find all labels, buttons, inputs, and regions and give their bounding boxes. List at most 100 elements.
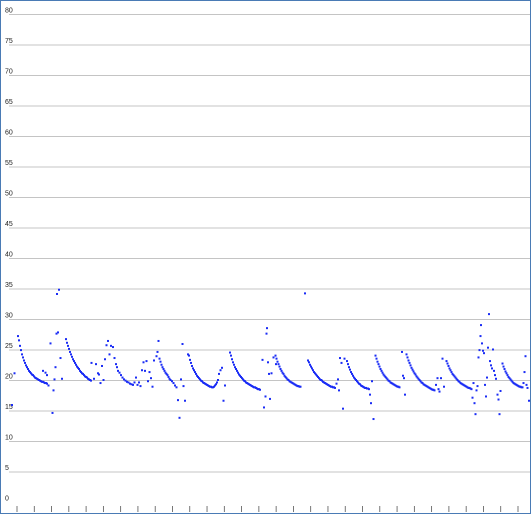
data-point: [498, 413, 501, 416]
data-point: [27, 368, 29, 371]
data-point: [230, 354, 232, 357]
data-point: [76, 365, 78, 368]
y-tick-label: 70: [5, 69, 13, 76]
data-point: [215, 383, 217, 386]
y-tick-label: 25: [5, 343, 13, 350]
data-point: [335, 382, 338, 385]
data-point: [199, 378, 201, 381]
data-point: [374, 354, 377, 357]
y-tick-label: 0: [5, 496, 9, 503]
data-point: [120, 374, 122, 377]
data-point: [175, 386, 178, 389]
data-point: [160, 363, 163, 366]
data-point: [105, 344, 108, 347]
data-point: [277, 363, 280, 366]
data-point: [313, 371, 315, 374]
data-point: [524, 355, 527, 358]
data-point: [192, 367, 194, 370]
data-point: [54, 366, 57, 369]
data-point: [355, 379, 357, 381]
data-point: [42, 369, 44, 372]
data-point: [191, 364, 193, 367]
data-point: [267, 361, 269, 364]
data-point: [23, 359, 25, 362]
data-point: [299, 385, 302, 388]
data-point: [349, 368, 351, 371]
data-point: [24, 361, 26, 364]
data-point: [354, 377, 356, 380]
data-point: [508, 377, 511, 380]
data-point: [402, 374, 404, 377]
data-point: [409, 364, 412, 367]
y-tick-label: 5: [5, 465, 9, 472]
data-point: [51, 411, 54, 414]
y-tick-label: 10: [5, 435, 13, 442]
data-point: [80, 371, 82, 374]
data-point: [121, 376, 124, 379]
data-point: [476, 385, 479, 388]
y-tick-label: 50: [5, 191, 13, 198]
data-point: [127, 381, 130, 384]
data-point: [166, 374, 169, 377]
data-point: [352, 374, 354, 377]
data-point: [411, 368, 414, 371]
data-point: [233, 363, 235, 366]
data-point: [474, 413, 477, 416]
data-point: [196, 374, 198, 377]
data-point: [487, 346, 489, 349]
data-point: [450, 371, 453, 374]
data-point: [338, 389, 340, 392]
data-point: [90, 379, 92, 382]
data-point: [97, 372, 99, 375]
data-point: [486, 376, 488, 379]
y-tick-label: 55: [5, 160, 13, 167]
data-point: [132, 383, 134, 386]
data-point: [95, 363, 97, 366]
data-point: [264, 395, 267, 398]
data-point: [108, 353, 111, 356]
data-point: [148, 371, 151, 374]
data-point: [167, 375, 170, 378]
data-point: [155, 355, 158, 358]
data-point: [307, 359, 309, 362]
data-point: [217, 379, 219, 381]
data-point: [11, 404, 13, 407]
data-point: [276, 360, 279, 363]
data-point: [74, 361, 76, 364]
data-point: [452, 374, 455, 377]
data-point: [477, 356, 480, 359]
data-point: [475, 389, 478, 392]
data-point: [218, 372, 220, 375]
data-point: [222, 399, 225, 402]
data-point: [348, 366, 350, 369]
data-point: [28, 369, 30, 372]
data-point: [57, 331, 59, 334]
data-point: [441, 357, 444, 360]
data-point: [129, 382, 131, 385]
data-point: [308, 361, 310, 364]
data-point: [403, 377, 405, 380]
data-point: [370, 402, 372, 405]
data-point: [443, 385, 445, 388]
data-point: [168, 377, 171, 380]
data-point: [490, 364, 492, 367]
data-point: [404, 393, 406, 396]
data-point: [406, 356, 409, 359]
y-tick-label: 40: [5, 252, 13, 259]
data-point: [414, 373, 417, 376]
data-point: [79, 369, 81, 372]
data-point: [481, 342, 483, 345]
data-point: [435, 383, 437, 386]
data-point: [317, 375, 319, 378]
data-point: [501, 362, 504, 365]
data-point: [138, 381, 140, 384]
data-point: [479, 335, 482, 338]
data-point: [44, 371, 47, 374]
data-point: [388, 380, 391, 383]
data-point: [237, 371, 239, 374]
data-point: [172, 382, 175, 385]
data-point: [29, 371, 31, 374]
data-point: [357, 381, 359, 384]
data-point: [139, 385, 142, 388]
